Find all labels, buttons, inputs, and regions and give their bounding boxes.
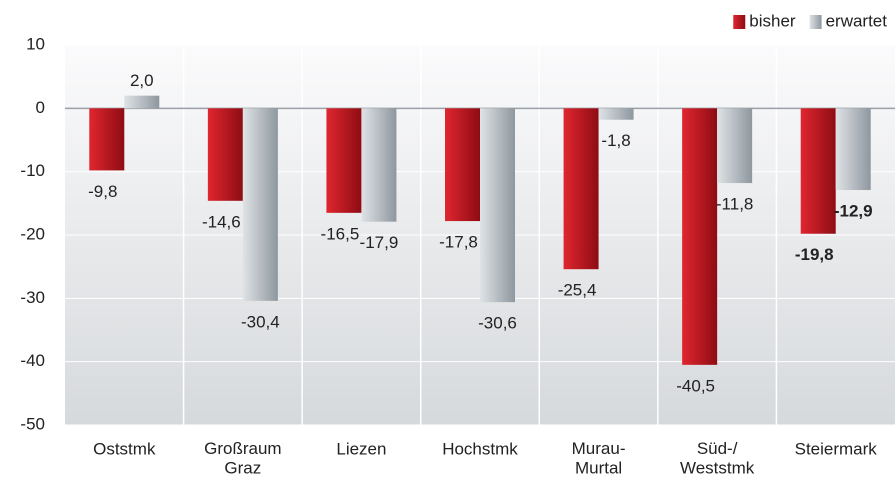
legend-swatch — [733, 15, 746, 29]
bar — [361, 108, 397, 222]
bar — [242, 108, 278, 301]
value-label: -17,9 — [360, 233, 399, 252]
legend-label: erwartet — [826, 11, 888, 30]
bar — [89, 108, 125, 171]
y-tick-label: -30 — [20, 288, 45, 307]
bar — [835, 108, 871, 191]
value-label: -25,4 — [558, 281, 597, 300]
bar — [480, 108, 515, 303]
bar — [682, 108, 718, 365]
value-label: -12,9 — [834, 202, 873, 221]
x-tick-label: Großraum Graz — [204, 439, 281, 478]
y-tick-label: -20 — [20, 224, 45, 243]
x-tick-label: Liezen — [336, 439, 386, 458]
bar — [124, 95, 160, 109]
value-label: -17,8 — [439, 233, 478, 252]
bar — [717, 108, 753, 184]
y-tick-label: -10 — [20, 161, 45, 180]
value-label: -16,5 — [321, 224, 360, 243]
bar — [563, 108, 599, 270]
value-label: -9,8 — [88, 182, 117, 201]
x-tick-label: Hochstmk — [442, 439, 518, 458]
x-tick-label: Murau-Murtal — [572, 439, 626, 478]
x-tick-label: Süd-/Weststmk — [680, 439, 755, 478]
bar — [445, 108, 480, 222]
value-label: -11,8 — [716, 195, 754, 214]
value-label: -30,6 — [478, 314, 517, 333]
bar — [326, 108, 362, 213]
value-label: -40,5 — [676, 376, 715, 395]
y-tick-label: 10 — [26, 34, 45, 53]
legend-label: bisher — [749, 11, 796, 30]
bar — [207, 108, 243, 201]
value-label: 2,0 — [130, 71, 154, 90]
value-label: -14,6 — [202, 212, 241, 231]
value-label: -19,8 — [795, 245, 834, 264]
x-tick-label: Steiermark — [795, 439, 878, 458]
value-label: -30,4 — [241, 312, 280, 331]
value-label: -1,8 — [601, 131, 630, 150]
bar — [800, 108, 836, 234]
y-tick-label: -50 — [20, 414, 45, 433]
bar — [598, 108, 634, 120]
y-tick-label: 0 — [36, 98, 45, 117]
x-tick-label: Oststmk — [93, 439, 156, 458]
y-tick-label: -40 — [20, 351, 45, 370]
legend-swatch — [809, 15, 822, 29]
